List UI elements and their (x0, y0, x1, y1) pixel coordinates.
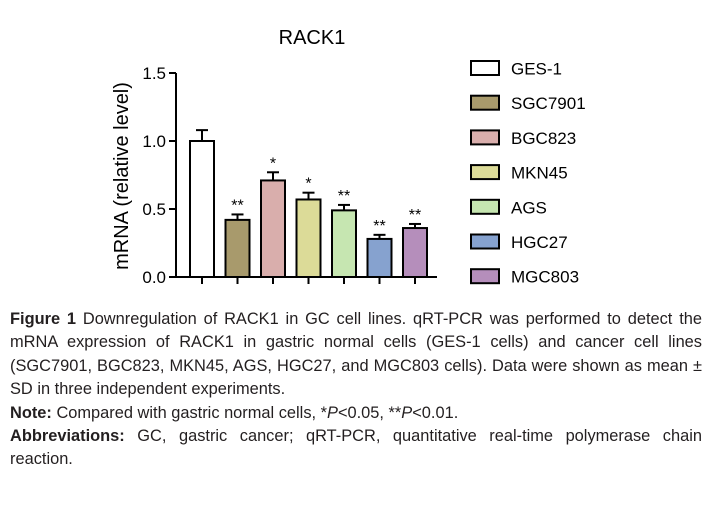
legend-label: SGC7901 (511, 94, 586, 113)
figure-caption-main: Figure 1 Downregulation of RACK1 in GC c… (10, 308, 702, 402)
note-text-2: <0.05, ** (337, 403, 402, 422)
legend-swatch (470, 268, 500, 285)
note-p-2: P (401, 403, 413, 422)
legend-label: MGC803 (511, 268, 579, 287)
significance-label: ** (373, 218, 385, 235)
legend-swatch (470, 198, 500, 215)
legend-label: BGC823 (511, 129, 576, 148)
figure-label: Figure 1 (10, 310, 77, 328)
bar-sgc7901 (224, 218, 251, 279)
legend-swatch (470, 129, 500, 146)
significance-label: * (305, 176, 311, 193)
bar-mkn45 (295, 198, 322, 278)
abbreviations-label: Abbreviations: (10, 427, 125, 446)
legend-swatch (470, 60, 500, 76)
note-text-1: Compared with gastric normal cells, * (56, 403, 327, 422)
y-tick-label: 1.0 (142, 132, 166, 151)
y-tick-label: 0.5 (142, 200, 166, 219)
bar-chart: RACK1 mRNA (relative level) 0.0 0.5 1.0 1.5… (111, 27, 586, 287)
figure-note: Note: Compared with gastric normal cells… (10, 402, 702, 425)
legend-swatch (470, 94, 500, 111)
note-p-1: P (327, 403, 338, 422)
figure-caption-text: Downregulation of RACK1 in GC cell lines… (10, 310, 702, 399)
bars: ********** (189, 129, 428, 279)
significance-label: ** (409, 207, 421, 224)
legend-swatch (470, 164, 500, 181)
legend-swatch (470, 233, 500, 250)
bar-ges-1 (189, 140, 215, 278)
bar-hgc27 (366, 237, 393, 278)
bar-ags (331, 209, 357, 278)
chart-title: RACK1 (279, 27, 346, 49)
bar-bgc823 (260, 179, 286, 278)
y-tick-label: 0.0 (142, 268, 166, 287)
bar-mgc803 (402, 227, 428, 278)
significance-label: * (270, 155, 276, 172)
abbreviations-text: GC, gastric cancer; qRT-PCR, quantitativ… (10, 427, 702, 469)
legend-label: MKN45 (511, 164, 568, 183)
note-label: Note: (10, 403, 52, 422)
y-axis-label: mRNA (relative level) (111, 82, 133, 270)
legend: GES-1 SGC7901 BGC823 MKN45 AGS HGC27 MGC803 (470, 60, 586, 287)
figure-caption: Figure 1 Downregulation of RACK1 in GC c… (10, 308, 702, 472)
legend-label: AGS (511, 198, 547, 217)
y-tick-label: 1.5 (142, 64, 166, 83)
axes: 0.0 0.5 1.0 1.5 (142, 64, 437, 287)
significance-label: ** (338, 188, 350, 205)
legend-label: GES-1 (511, 60, 562, 79)
note-text-3: <0.01. (412, 403, 459, 422)
figure-abbreviations: Abbreviations: GC, gastric cancer; qRT-P… (10, 425, 702, 472)
legend-label: HGC27 (511, 233, 568, 252)
significance-label: ** (231, 197, 243, 214)
